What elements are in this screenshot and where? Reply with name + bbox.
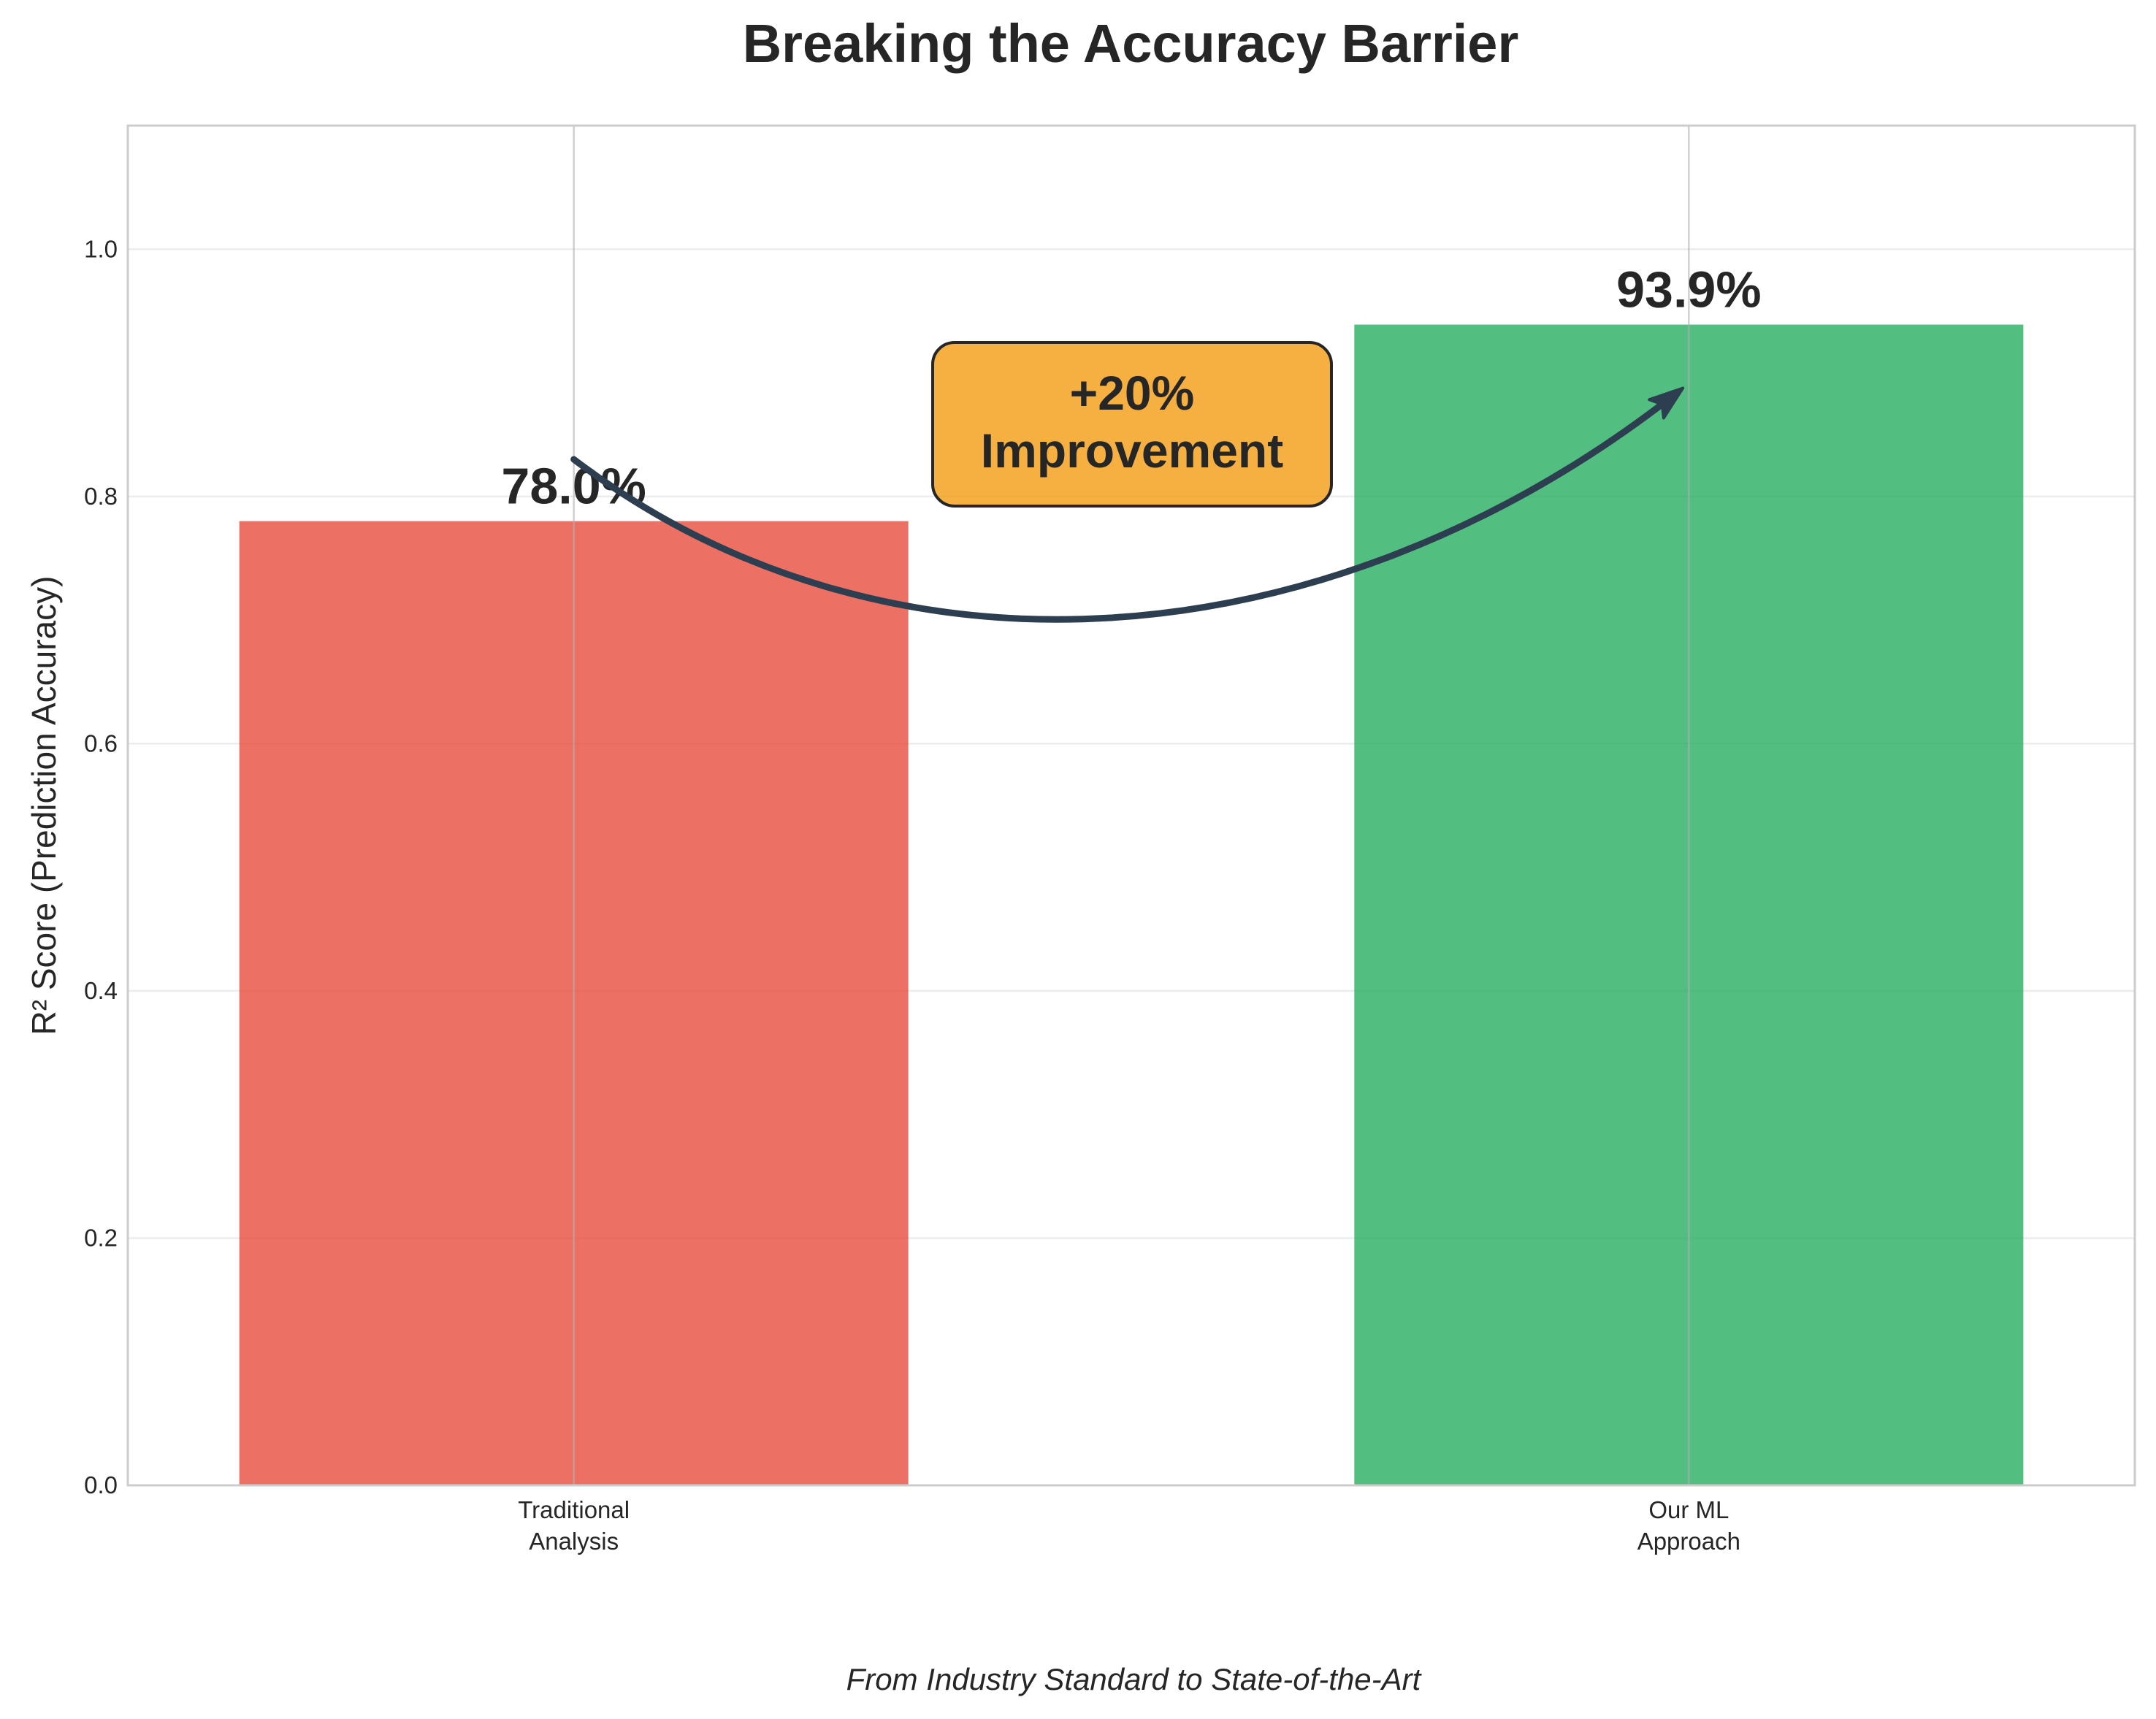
y-tick-label: 0.4 (84, 977, 118, 1004)
improvement-badge (931, 341, 1333, 508)
vertical-grid-lines (573, 126, 1690, 1485)
plot-frame (126, 124, 2136, 1487)
y-tick-label: 1.0 (84, 235, 118, 262)
improvement-label: Improvement (981, 424, 1283, 478)
improvement-arrow-head (1648, 386, 1685, 420)
y-tick-label: 0.8 (84, 483, 118, 510)
improvement-arrow (570, 386, 1685, 623)
y-tick-label: 0.2 (84, 1224, 118, 1251)
x-tick-label: Traditional (518, 1496, 630, 1523)
improvement-annotation: +20% Improvement (931, 341, 1333, 508)
bar-value-label: 78.0% (501, 458, 646, 515)
x-ticks: Traditional Analysis Our ML Approach (518, 1496, 1740, 1555)
y-axis-label: R² Score (Prediction Accuracy) (25, 576, 63, 1035)
chart-title: Breaking the Accuracy Barrier (743, 13, 1519, 74)
x-tick-label: Approach (1637, 1528, 1740, 1555)
y-tick-label: 0.6 (84, 730, 118, 757)
improvement-percent: +20% (1070, 366, 1195, 420)
y-tick-label: 0.0 (84, 1471, 118, 1498)
chart-caption: From Industry Standard to State-of-the-A… (846, 1662, 1423, 1696)
bar-value-label: 93.9% (1616, 261, 1761, 318)
x-tick-label: Our ML (1648, 1496, 1729, 1523)
y-ticks: 0.0 0.2 0.4 0.6 0.8 1.0 (84, 235, 118, 1498)
value-labels: 78.0% 93.9% (501, 261, 1761, 515)
x-tick-label: Analysis (529, 1528, 619, 1555)
improvement-arrow-curve (570, 389, 1681, 623)
